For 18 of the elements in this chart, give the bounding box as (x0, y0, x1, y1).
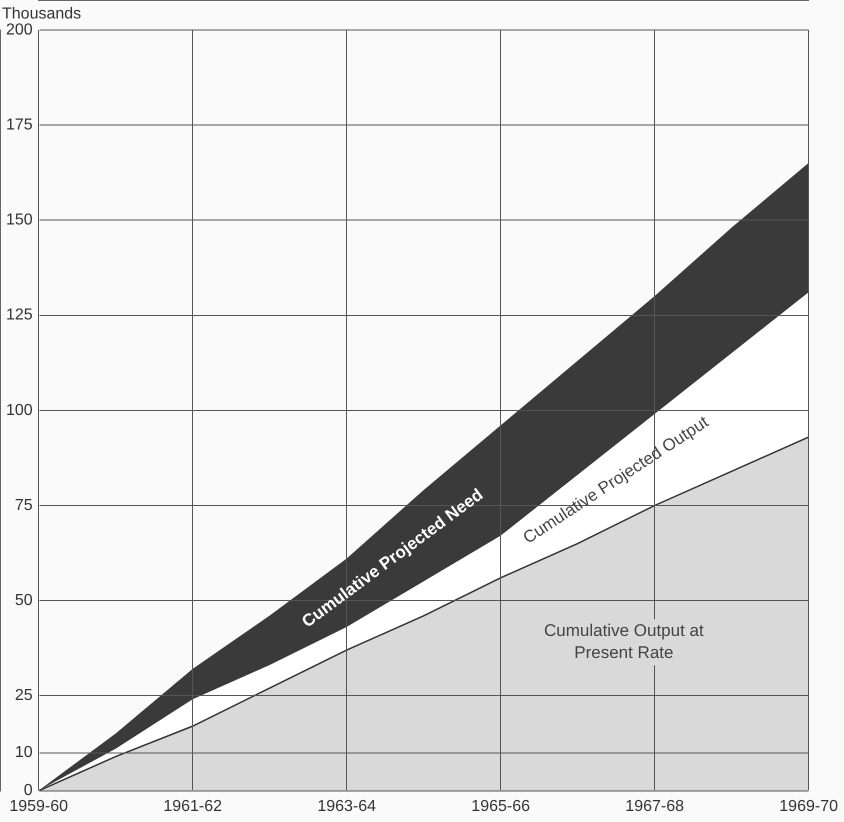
series-label: Cumulative Output at Present Rate (544, 620, 704, 662)
y-tick-label: 10 (14, 744, 33, 762)
y-axis-title: Thousands (2, 5, 82, 22)
y-tick-label: 150 (6, 212, 33, 229)
y-tick-label: 50 (14, 592, 33, 610)
x-tick-label: 1967-68 (625, 798, 684, 815)
x-tick-label: 1965-66 (471, 798, 530, 815)
x-tick-label: 1969-70 (779, 798, 838, 815)
y-tick-label: 75 (14, 496, 33, 514)
y-tick-label: 25 (14, 687, 33, 704)
y-tick-label: 0 (24, 782, 33, 800)
y-tick-label: 200 (6, 21, 33, 38)
y-tick-label: 175 (6, 116, 33, 134)
x-tick-label: 1959-60 (9, 798, 68, 815)
x-tick-label: 1963-64 (317, 798, 376, 815)
x-tick-label: 1961-62 (163, 798, 222, 815)
y-tick-label: 100 (6, 402, 33, 419)
y-tick-label: 125 (6, 306, 33, 324)
